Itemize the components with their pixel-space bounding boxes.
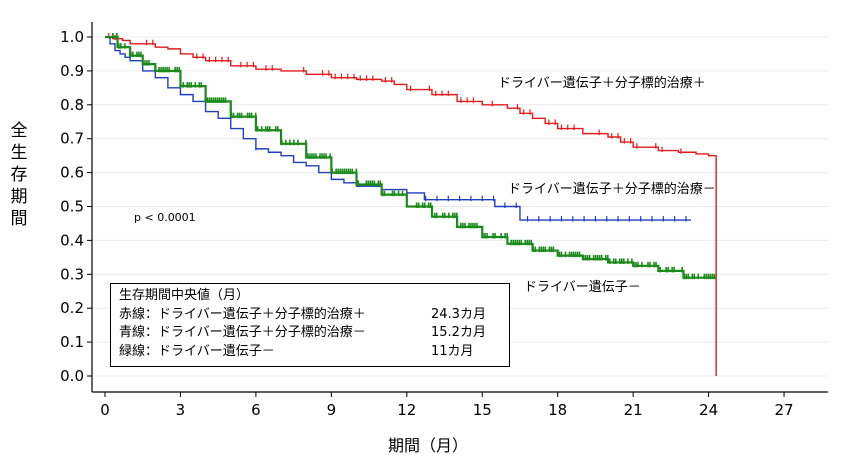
y-tick-label: 0.1 (60, 333, 84, 351)
y-tick-label: 0.0 (60, 367, 84, 385)
legend-row-value: 11カ月 (431, 343, 501, 362)
y-tick-label: 0.6 (60, 164, 84, 182)
legend-row-label: 赤線：ドライバー遺伝子＋分子標的治療＋ (119, 306, 431, 325)
x-tick-label: 12 (397, 401, 416, 419)
series-label-blue: ドライバー遺伝子＋分子標的治療－ (508, 178, 716, 197)
y-tick-label: 0.9 (60, 62, 84, 80)
series-label-green: ドライバー遺伝子－ (524, 276, 641, 295)
x-tick-label: 18 (548, 401, 567, 419)
legend-row-value: 24.3カ月 (431, 306, 501, 325)
p-value-annotation: p < 0.0001 (134, 211, 196, 224)
y-axis-label-char: 間 (6, 208, 32, 230)
y-axis-label: 全生存期間 (6, 120, 32, 230)
y-tick-label: 1.0 (60, 28, 84, 46)
x-tick-label: 9 (327, 401, 337, 419)
legend-row-label: 青線：ドライバー遺伝子＋分子標的治療－ (119, 324, 431, 343)
legend-row-blue: 青線：ドライバー遺伝子＋分子標的治療－ 15.2カ月 (119, 324, 501, 343)
x-tick-label: 3 (176, 401, 186, 419)
legend-row-value: 15.2カ月 (431, 324, 501, 343)
legend-row-label: 緑線：ドライバー遺伝子－ (119, 343, 431, 362)
legend-title: 生存期間中央値（月） (119, 287, 501, 306)
x-tick-label: 24 (699, 401, 718, 419)
legend-row-red: 赤線：ドライバー遺伝子＋分子標的治療＋ 24.3カ月 (119, 306, 501, 325)
x-tick-label: 6 (251, 401, 261, 419)
km-chart: 0.0 0.1 0.2 0.3 0.4 0.5 0.6 0.7 0.8 0.9 1.0 0 3 6 9 12 1… (0, 0, 850, 464)
x-tick-label: 27 (775, 401, 794, 419)
median-survival-legend: 生存期間中央値（月） 赤線：ドライバー遺伝子＋分子標的治療＋ 24.3カ月 青線… (110, 283, 510, 367)
x-tick-label: 15 (473, 401, 492, 419)
y-tick-label: 0.7 (60, 130, 84, 148)
y-tick-label: 0.5 (60, 198, 84, 216)
x-tick-label: 0 (100, 401, 110, 419)
y-axis-label-char: 期 (6, 186, 32, 208)
legend-row-green: 緑線：ドライバー遺伝子－ 11カ月 (119, 343, 501, 362)
y-tick-label: 0.4 (60, 231, 84, 249)
y-axis-label-char: 全 (6, 120, 32, 142)
y-tick-label: 0.2 (60, 299, 84, 317)
y-tick-label: 0.3 (60, 265, 84, 283)
x-tick-label: 21 (624, 401, 643, 419)
x-axis-label: 期間（月） (0, 432, 850, 456)
y-axis-label-char: 生 (6, 142, 32, 164)
plot-area: 0.0 0.1 0.2 0.3 0.4 0.5 0.6 0.7 0.8 0.9 1.0 0 3 6 9 12 1… (0, 0, 850, 464)
y-tick-label: 0.8 (60, 96, 84, 114)
series-label-red: ドライバー遺伝子＋分子標的治療＋ (498, 72, 706, 91)
y-axis-label-char: 存 (6, 164, 32, 186)
